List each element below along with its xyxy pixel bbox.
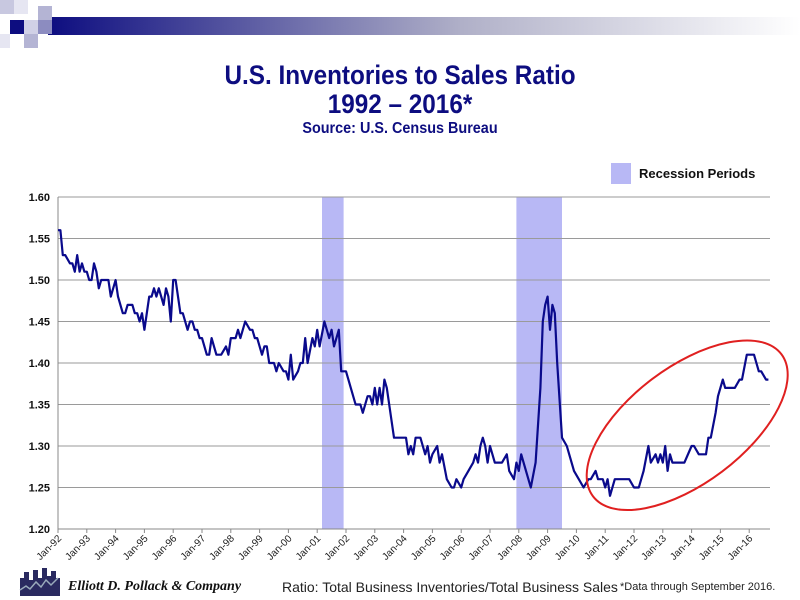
x-tick-label: Jan-96 [150,533,180,563]
x-tick-label: Jan-06 [438,533,468,563]
highlight-ellipse [585,339,789,512]
y-tick-label: 1.20 [29,524,50,536]
chart-subtitle: 1992 – 2016* [327,89,473,119]
chart-title: U.S. Inventories to Sales Ratio [224,60,576,90]
x-tick-label: Jan-10 [553,533,583,563]
x-tick-label: Jan-08 [496,533,526,563]
legend-recession-label: Recession Periods [639,166,756,181]
x-tick-label: Jan-11 [582,533,611,562]
x-tick-label: Jan-99 [236,533,266,563]
ratio-note: Ratio: Total Business Inventories/Total … [282,579,618,595]
y-tick-label: 1.35 [29,400,50,412]
y-tick-label: 1.25 [29,483,50,495]
x-tick-label: Jan-93 [64,533,94,563]
x-tick-label: Jan-02 [323,533,353,563]
x-tick-label: Jan-97 [179,533,209,563]
x-tick-label: Jan-92 [35,533,65,563]
y-tick-label: 1.60 [29,192,50,204]
x-tick-label: Jan-03 [352,533,382,563]
x-tick-label: Jan-01 [294,533,324,563]
legend: Recession Periods [611,163,755,184]
company-logo [19,568,60,596]
data-note: *Data through September 2016. [620,581,776,593]
y-tick-label: 1.40 [29,358,50,370]
x-tick-label: Jan-00 [265,533,295,563]
x-tick-label: Jan-05 [409,533,439,563]
x-tick-label: Jan-09 [524,533,554,563]
y-tick-label: 1.30 [29,441,50,453]
y-tick-label: 1.55 [29,234,50,246]
x-tick-label: Jan-12 [611,533,641,563]
x-tick-label: Jan-95 [121,533,151,563]
company-name: Elliott D. Pollack & Company [68,579,242,594]
x-tick-label: Jan-98 [208,533,238,563]
x-tick-label: Jan-94 [92,533,122,563]
x-tick-label: Jan-07 [467,533,497,563]
x-tick-label: Jan-14 [668,533,698,563]
x-tick-label: Jan-16 [726,533,756,563]
x-tick-label: Jan-13 [640,533,670,563]
legend-recession-swatch [611,163,631,184]
x-tick-label: Jan-15 [697,533,727,563]
y-tick-label: 1.50 [29,275,50,287]
y-tick-label: 1.45 [29,317,50,329]
x-tick-label: Jan-04 [380,533,410,563]
header-decoration [0,0,800,48]
chart-source: Source: U.S. Census Bureau [302,120,498,137]
